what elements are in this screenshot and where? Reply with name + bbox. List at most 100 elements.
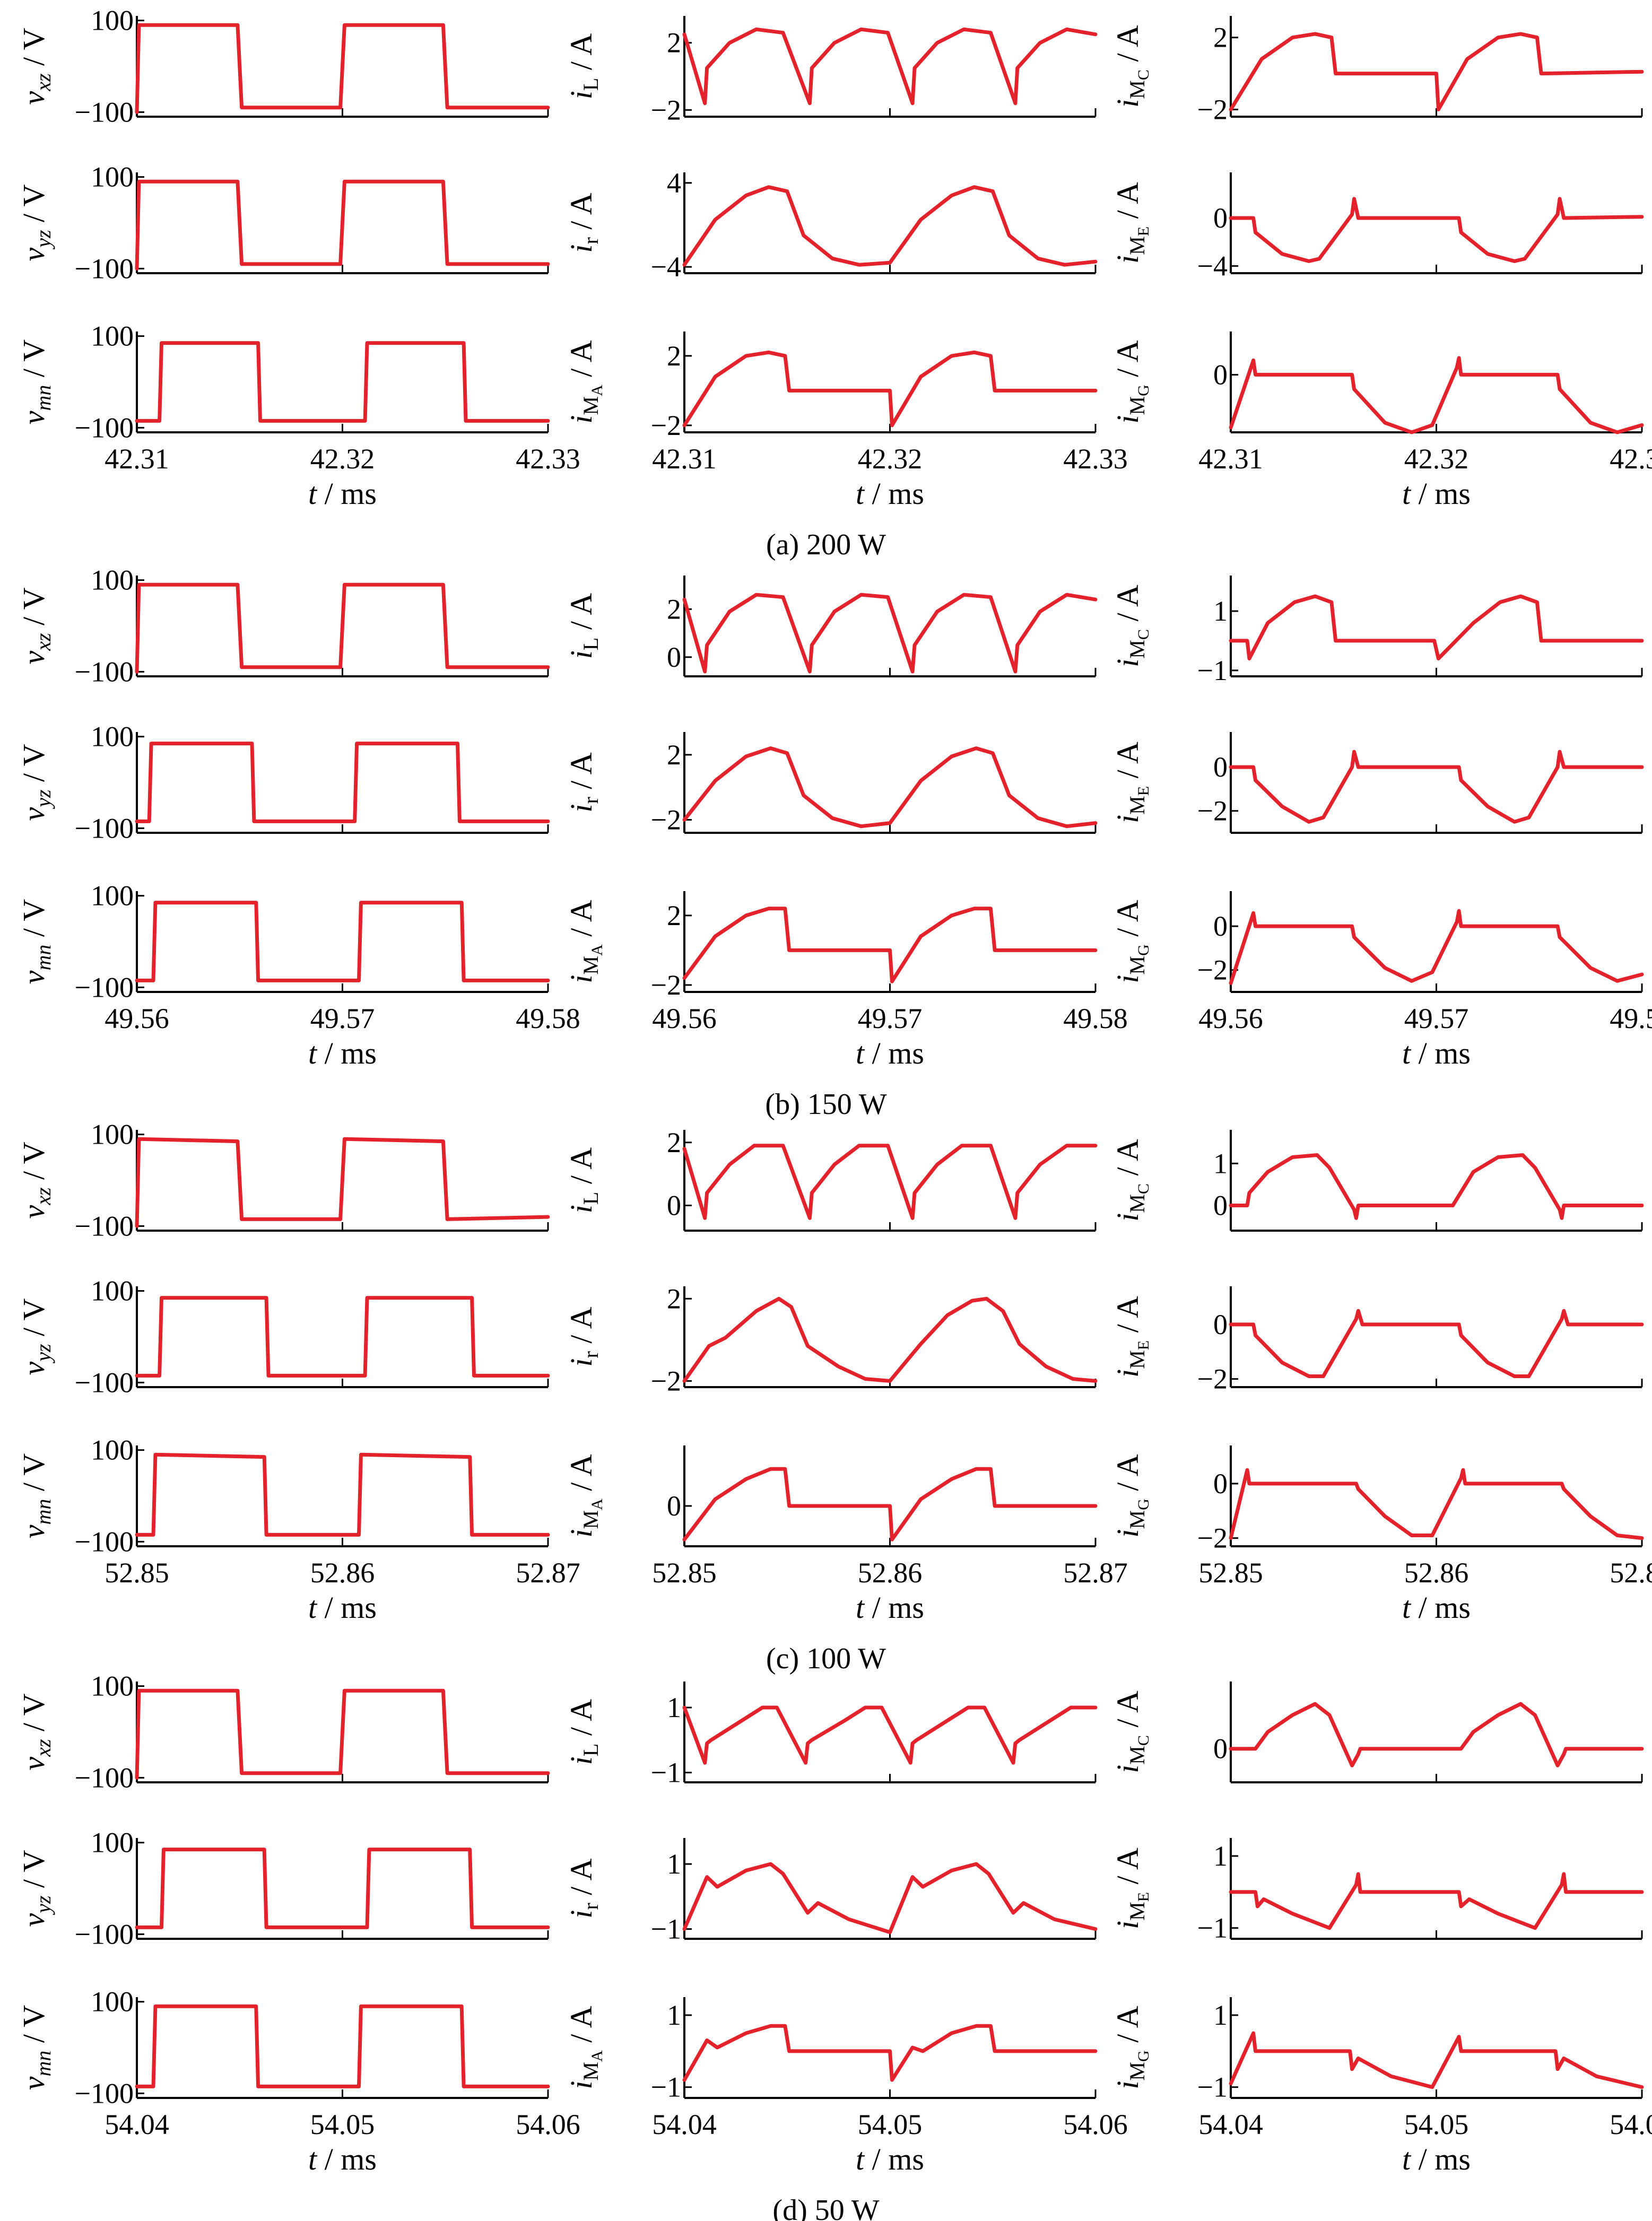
series-line-ir — [682, 1862, 1098, 1935]
y-tick-label: −4 — [1197, 250, 1228, 282]
series-line-iMA — [682, 2024, 1098, 2082]
series-line-iMG — [1229, 909, 1644, 985]
subplot-vyz: 100 −100 vyz / V — [16, 721, 550, 844]
y-tick-label: −4 — [651, 251, 681, 283]
series-line-iME — [1229, 750, 1644, 824]
y-tick-label: 2 — [667, 739, 681, 771]
x-tick-label: 54.05 — [858, 2109, 923, 2140]
x-tick-label: 49.58 — [516, 1003, 580, 1034]
x-tick-label: 42.32 — [858, 443, 923, 475]
x-axis-label: t / ms — [308, 2142, 377, 2176]
y-tick-label: 0 — [1213, 1468, 1228, 1500]
series-line-iME — [1229, 197, 1644, 263]
y-tick-label: 100 — [91, 1986, 134, 2018]
x-tick-label: 54.06 — [516, 2109, 580, 2140]
y-tick-label: 0 — [667, 641, 681, 673]
y-tick-label: −1 — [1197, 2071, 1228, 2103]
y-tick-label: 1 — [667, 1999, 681, 2031]
series-line-vmn — [135, 341, 550, 423]
subplot-ir: 4 −4 ir / A — [564, 167, 1098, 283]
x-tick-label: 42.33 — [1610, 443, 1652, 475]
y-axis-label: ir / A — [564, 752, 603, 812]
x-axis-label: t / ms — [1402, 476, 1471, 511]
y-tick-label: 100 — [91, 1275, 134, 1307]
x-tick-label: 49.57 — [310, 1003, 375, 1034]
y-tick-label: −2 — [651, 94, 681, 126]
series-line-vyz — [135, 1848, 550, 1929]
y-axis-label: iME / A — [1110, 742, 1152, 823]
x-tick-label: 42.33 — [516, 443, 580, 475]
y-tick-label: −2 — [1197, 954, 1228, 986]
subplot-iMC: 0 iMC / A — [1110, 1682, 1644, 1783]
x-axis-label: t / ms — [308, 1036, 377, 1070]
y-tick-label: 1 — [1213, 1147, 1228, 1179]
y-tick-label: −2 — [651, 1365, 681, 1397]
y-axis-label: vxz / V — [16, 28, 55, 104]
y-axis-label: iL / A — [564, 1147, 603, 1213]
panel-caption: (a) 200 W — [766, 528, 886, 561]
series-line-vmn — [135, 2004, 550, 2088]
y-axis-label: vmn / V — [16, 899, 55, 985]
x-tick-label: 42.32 — [310, 443, 375, 475]
y-tick-label: −2 — [1197, 1363, 1228, 1395]
series-line-vxz — [135, 23, 550, 114]
x-tick-label: 49.56 — [652, 1003, 717, 1034]
series-line-iMG — [1229, 356, 1644, 434]
y-tick-label: −100 — [75, 252, 134, 284]
series-line-vyz — [135, 179, 550, 271]
y-axis-label: iME / A — [1110, 1296, 1152, 1378]
y-tick-label: −1 — [651, 1913, 681, 1945]
y-tick-label: −100 — [75, 1762, 134, 1793]
subplot-iMA: 2 −242.31 42.32 42.33 iMA / A t / ms — [564, 332, 1128, 511]
y-tick-label: 0 — [1213, 1309, 1228, 1340]
y-tick-label: −1 — [651, 2071, 681, 2103]
series-line-ir — [682, 746, 1098, 829]
y-tick-label: 100 — [91, 880, 134, 912]
series-line-ir — [682, 1296, 1098, 1383]
y-tick-label: 0 — [667, 1490, 681, 1522]
x-axis-label: t / ms — [1402, 1590, 1471, 1625]
x-tick-label: 54.06 — [1610, 2109, 1652, 2140]
x-tick-label: 52.86 — [858, 1557, 923, 1589]
series-line-iMA — [682, 1467, 1098, 1541]
y-tick-label: 0 — [1213, 202, 1228, 234]
y-tick-label: −100 — [75, 812, 134, 844]
y-tick-label: 4 — [667, 167, 681, 199]
series-line-vmn — [135, 901, 550, 982]
x-tick-label: 52.85 — [1198, 1557, 1263, 1589]
y-tick-label: 2 — [1213, 22, 1228, 54]
y-tick-label: 100 — [91, 161, 134, 193]
y-tick-label: 2 — [667, 900, 681, 931]
y-axis-label: iL / A — [564, 1699, 603, 1765]
series-line-vxz — [135, 1137, 550, 1228]
panel-caption: (d) 50 W — [772, 2194, 879, 2221]
x-tick-label: 52.87 — [1063, 1557, 1128, 1589]
subplot-vxz: 100 −100 vxz / V — [16, 5, 550, 128]
subplot-vxz: 100 −100 vxz / V — [16, 1670, 550, 1793]
series-line-iMG — [1229, 2031, 1644, 2089]
series-line-iMG — [1229, 1468, 1644, 1540]
y-axis-label: iMA / A — [564, 2006, 606, 2089]
y-tick-label: −100 — [75, 1526, 134, 1557]
y-tick-label: 0 — [1213, 910, 1228, 942]
x-tick-label: 52.85 — [652, 1557, 717, 1589]
x-tick-label: 49.57 — [858, 1003, 923, 1034]
y-axis-label: iMG / A — [1110, 1454, 1152, 1537]
x-axis-label: t / ms — [1402, 1036, 1471, 1070]
subplot-vyz: 100 −100 vyz / V — [16, 161, 550, 284]
y-axis-label: vmn / V — [16, 1453, 55, 1539]
subplot-vxz: 100 −100 vxz / V — [16, 1119, 550, 1242]
y-axis-label: vyz / V — [16, 744, 55, 821]
x-tick-label: 42.31 — [652, 443, 717, 475]
x-axis-label: t / ms — [856, 476, 924, 511]
x-axis-label: t / ms — [1402, 2142, 1471, 2176]
series-line-vxz — [135, 582, 550, 674]
subplot-vyz: 100 −100 vyz / V — [16, 1827, 550, 1950]
subplot-iL: 2 0 iL / A — [564, 1127, 1098, 1232]
x-axis-label: t / ms — [856, 1036, 924, 1070]
series-line-iL — [682, 593, 1098, 674]
y-tick-label: −2 — [651, 969, 681, 1001]
y-axis-label: iL / A — [564, 593, 603, 659]
